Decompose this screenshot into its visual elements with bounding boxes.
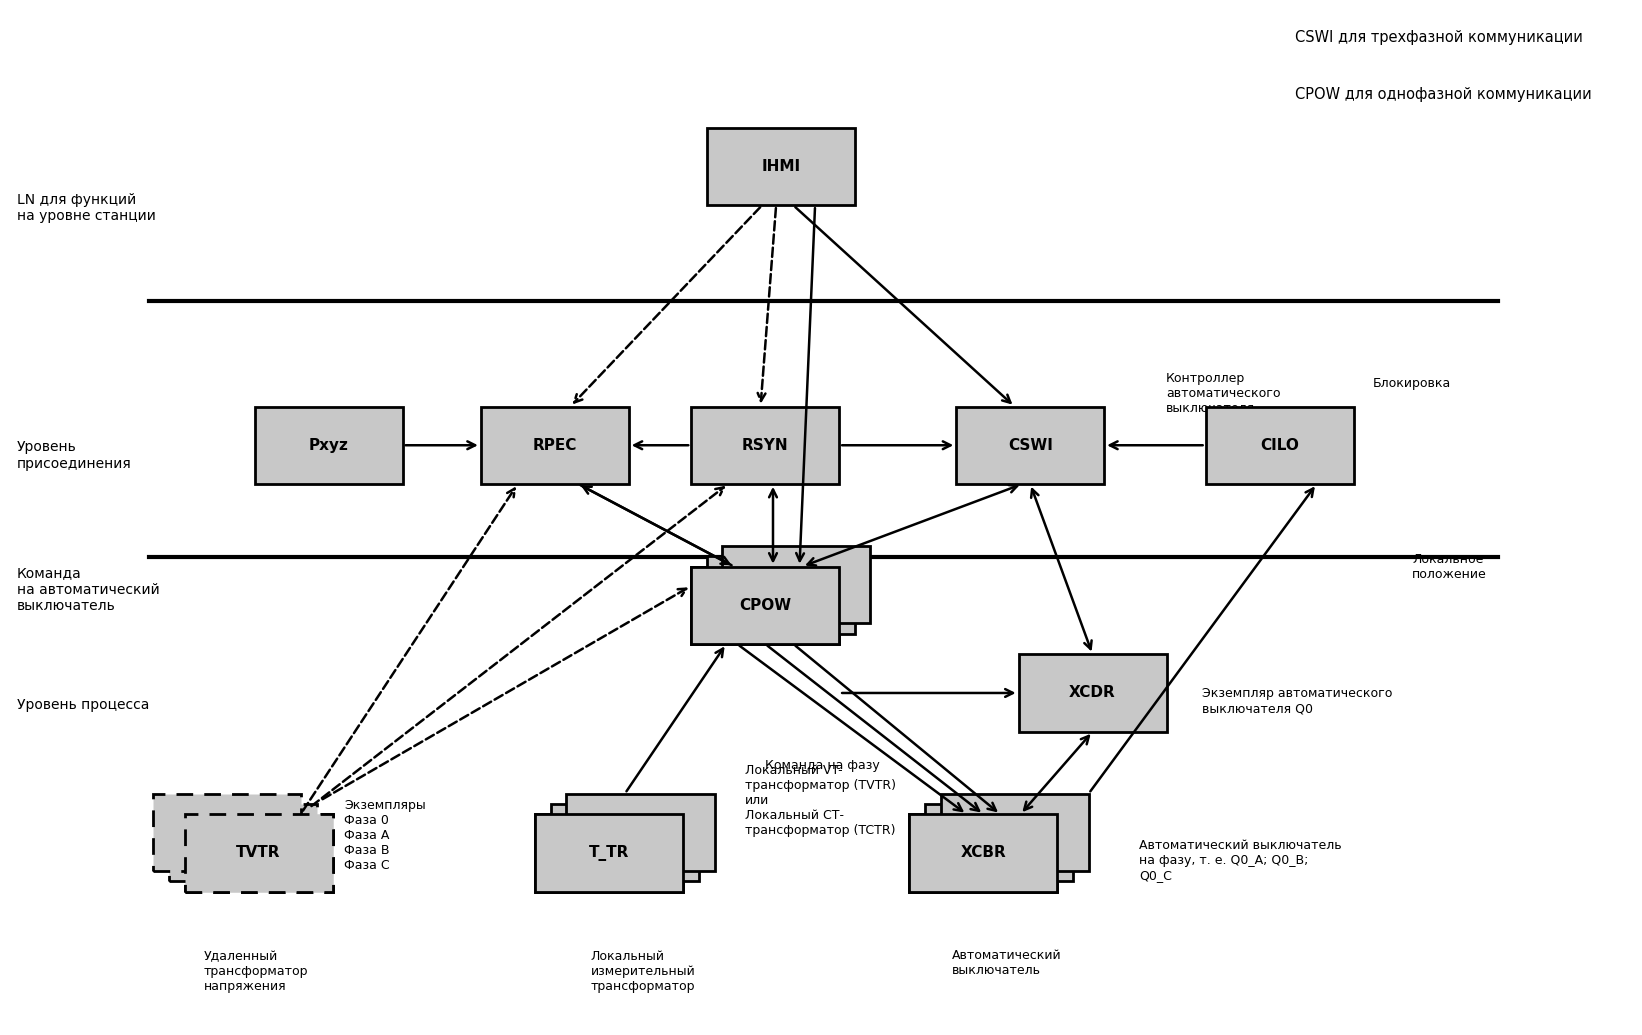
FancyBboxPatch shape (255, 407, 402, 484)
Text: Удаленный
трансформатор
напряжения: Удаленный трансформатор напряжения (204, 950, 309, 994)
Text: TVTR: TVTR (236, 846, 281, 860)
FancyBboxPatch shape (706, 556, 855, 633)
Text: CPOW: CPOW (739, 598, 791, 613)
Text: LN для функций
на уровне станции: LN для функций на уровне станции (16, 193, 156, 223)
Text: IHMI: IHMI (762, 159, 800, 174)
FancyBboxPatch shape (691, 566, 839, 644)
Text: Блокировка: Блокировка (1373, 377, 1452, 390)
FancyBboxPatch shape (691, 407, 839, 484)
Text: Команда на фазу: Команда на фазу (765, 759, 880, 772)
FancyBboxPatch shape (550, 804, 699, 882)
Text: Команда
на автоматический
выключатель: Команда на автоматический выключатель (16, 566, 159, 613)
FancyBboxPatch shape (722, 545, 870, 623)
Text: Pxyz: Pxyz (309, 438, 348, 452)
FancyBboxPatch shape (910, 815, 1057, 892)
Text: Локальный
измерительный
трансформатор: Локальный измерительный трансформатор (591, 950, 695, 994)
Text: XCBR: XCBR (961, 846, 1007, 860)
FancyBboxPatch shape (169, 804, 317, 882)
FancyBboxPatch shape (481, 407, 629, 484)
FancyBboxPatch shape (566, 794, 714, 871)
FancyBboxPatch shape (535, 815, 683, 892)
FancyBboxPatch shape (1018, 654, 1166, 732)
FancyBboxPatch shape (956, 407, 1103, 484)
Text: Автоматический
выключатель: Автоматический выключатель (952, 949, 1062, 977)
Text: T_TR: T_TR (589, 845, 629, 861)
Text: Уровень процесса: Уровень процесса (16, 699, 149, 712)
FancyBboxPatch shape (184, 815, 333, 892)
Text: RPEC: RPEC (532, 438, 576, 452)
Text: CILO: CILO (1259, 438, 1299, 452)
Text: Экземпляр автоматического
выключателя Q0: Экземпляр автоматического выключателя Q0 (1202, 687, 1392, 715)
Text: CSWI для трехфазной коммуникации: CSWI для трехфазной коммуникации (1296, 30, 1583, 45)
FancyBboxPatch shape (706, 128, 855, 205)
Text: Локальный VT-
трансформатор (TVTR)
или
Локальный СТ-
трансформатор (TCTR): Локальный VT- трансформатор (TVTR) или Л… (745, 764, 897, 837)
FancyBboxPatch shape (910, 815, 1057, 892)
FancyBboxPatch shape (941, 794, 1089, 871)
Text: Контроллер
автоматического
выключателя: Контроллер автоматического выключателя (1166, 373, 1281, 415)
Text: Автоматический выключатель
на фазу, т. е. Q0_A; Q0_B;
Q0_C: Автоматический выключатель на фазу, т. е… (1140, 838, 1342, 882)
FancyBboxPatch shape (184, 815, 333, 892)
Text: Локальное
положение: Локальное положение (1412, 553, 1488, 581)
Text: XCDR: XCDR (1069, 685, 1117, 701)
FancyBboxPatch shape (153, 794, 302, 871)
Text: RSYN: RSYN (742, 438, 788, 452)
Text: CPOW для однофазной коммуникации: CPOW для однофазной коммуникации (1296, 87, 1593, 101)
FancyBboxPatch shape (535, 815, 683, 892)
FancyBboxPatch shape (691, 566, 839, 644)
Text: CSWI: CSWI (1008, 438, 1053, 452)
FancyBboxPatch shape (1205, 407, 1353, 484)
Text: Уровень
присоединения: Уровень присоединения (16, 441, 131, 471)
FancyBboxPatch shape (924, 804, 1074, 882)
Text: Экземпляры
Фаза 0
Фаза A
Фаза B
Фаза C: Экземпляры Фаза 0 Фаза A Фаза B Фаза C (345, 799, 425, 871)
